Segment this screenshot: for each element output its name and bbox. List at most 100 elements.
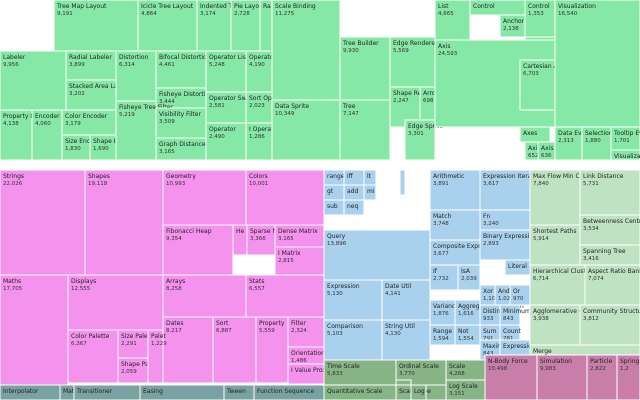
treemap-cell-value: 5,833 [327,371,343,377]
treemap-cell-label: Tree [342,103,356,110]
treemap-cell-label: Expression [327,283,360,290]
treemap-cell-rect [610,149,640,161]
treemap-cell-value: 4,138 [3,121,19,127]
treemap-cell-value: 13,896 [327,241,347,247]
treemap-cell-rect [255,316,289,384]
treemap-cell-value: 5,559 [259,328,275,334]
treemap-cell-value: 2,822 [590,366,606,372]
treemap-cell-rect [205,91,247,124]
treemap-cell-label: Comparison [327,323,363,330]
treemap-cell-label: Visualization Event [614,153,640,160]
treemap-cell-value: 9,956 [3,62,19,68]
treemap-cell-rect [162,274,247,318]
treemap-cell-rect [115,50,157,102]
treemap-cell-value: 5,569 [393,48,409,54]
treemap-cell-value: 5,731 [583,181,599,187]
treemap-cell-rect [529,224,581,266]
treemap-cell-value: 6,703 [523,71,539,77]
treemap-cell-label: range [327,173,345,180]
treemap-cell-rect [0,109,33,161]
treemap-cell-value: 3,891 [433,181,449,187]
treemap-cell-label: Colors [249,173,268,180]
treemap-cell-interpolator: Interpolator [0,384,61,400]
treemap-cell-value: 19,118 [88,181,108,187]
treemap-cell-value: 6,714 [533,276,549,282]
treemap-cell-label: Data Sprite [275,103,309,110]
treemap-cell-label: Edge Renderer [393,40,438,47]
treemap-cell-community-structure: Community Structure3,812 [579,304,640,346]
treemap-cell-label: I Value Proxy [291,367,330,374]
treemap-cell-label: Fisheye Tree Filter [119,104,173,111]
treemap-cell-label: Control [528,3,550,10]
treemap-cell-label: Shape Renderer [393,90,442,97]
treemap-cell-label: Sparse Matrix [250,228,292,235]
treemap-cell-value: 1,286 [249,134,265,140]
treemap-cell-label: Bifocal Distortion [159,54,211,61]
treemap-cell-label: Sum [483,328,497,335]
treemap-cell-label: Shapes [88,173,110,180]
treemap-cell-label: Distortion [119,54,149,61]
treemap-cell-label: Betweenness Centrality [583,218,640,225]
treemap-cell-rect [519,59,556,111]
treemap-cell-value: 22,026 [3,181,23,187]
treemap-cell-label: Arithmetic [433,173,464,180]
treemap-cell-label: Axis [438,43,450,50]
treemap-cell-label: Time Scale [326,363,360,370]
treemap-cell-value: 4,461 [159,62,175,68]
treemap-cell-value: 6,367 [71,341,87,347]
treemap-cell-label: I Matrix [278,250,301,257]
treemap-cell-rect [339,99,391,161]
treemap-cell-label: Log [414,388,425,395]
treemap-cell-label: Operator Switch [209,95,258,102]
treemap-cell-rect [363,184,377,201]
treemap-cell-label: Edge Sprite [408,123,443,130]
treemap-cell-easing: Easing [139,384,225,400]
treemap-cell-label: Dense Matrix [278,228,318,235]
treemap-cell-sub: sub [323,199,345,216]
treemap-cell-label: Range [433,328,452,335]
treemap-cell-value: 2,581 [209,103,225,109]
treemap-cell-value: 3,179 [65,121,81,127]
treemap-cell-label: Size Palette [121,333,156,340]
treemap-cell-value: 2,291 [121,341,137,347]
treemap-cell-value: 10,498 [488,366,508,372]
treemap-cell-rect [246,224,276,256]
treemap-cell-visualization-event: Visualization Event [610,149,640,161]
treemap-cell-value: 12,555 [71,286,91,292]
treemap-cell-label: Binary Expression [483,233,537,240]
treemap-cell-gt: gt [323,184,345,201]
treemap-cell-value: 1,880 [585,138,601,144]
treemap-cell-label: Sort Operator [249,95,291,102]
treemap-cell-control: Control [469,0,526,16]
treemap-cell-if: If2,732 [429,264,459,291]
treemap-cell-value: 2,023 [249,103,265,109]
treemap-cell-label: Simulation [540,358,572,365]
treemap-cell-axes: Axes [519,126,551,143]
treemap-cell-rect [429,209,481,241]
treemap-cell-rect [434,0,471,41]
treemap-cell-label: Dates [166,320,183,327]
treemap-cell-label: Mat [63,388,75,395]
treemap-cell-rect [381,279,431,321]
treemap-cell-rect [271,0,341,101]
treemap-cell-value: 16,540 [558,11,578,17]
treemap-cell-quantitative-scale: Quantitative Scale [323,384,397,400]
treemap-cell-label: Arrays [166,278,185,285]
treemap-cell-value: 843 [483,351,494,357]
